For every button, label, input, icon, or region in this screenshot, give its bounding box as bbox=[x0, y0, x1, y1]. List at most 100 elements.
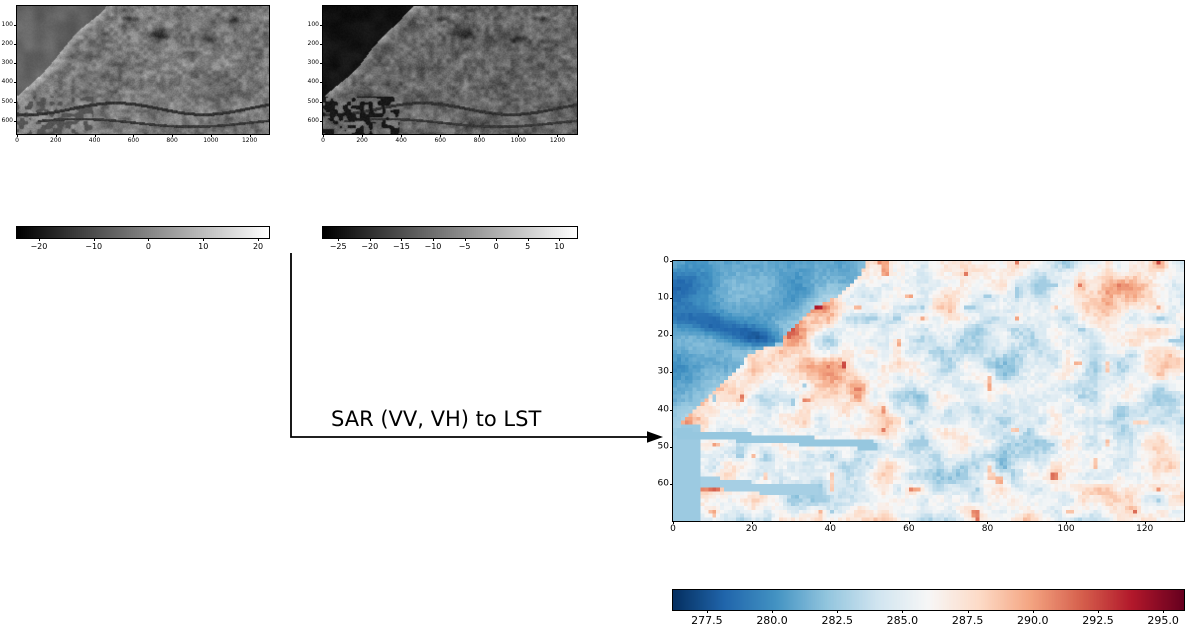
colorbar-tick-mark bbox=[338, 238, 340, 241]
x-tick-mark bbox=[987, 521, 989, 524]
colorbar-tick-label: −20 bbox=[361, 242, 379, 251]
x-tick-label: 80 bbox=[981, 524, 994, 534]
y-tick-mark bbox=[14, 82, 17, 84]
y-tick-label: 100 bbox=[307, 21, 319, 29]
colorbar-tick-label: −20 bbox=[30, 242, 48, 251]
x-tick-label: 400 bbox=[395, 137, 407, 144]
y-tick-mark bbox=[14, 44, 17, 46]
colorbar-tick-mark bbox=[837, 610, 839, 613]
y-tick-mark bbox=[320, 44, 323, 46]
x-tick-mark bbox=[440, 134, 442, 137]
y-tick-label: 20 bbox=[657, 329, 669, 340]
colorbar-tick-mark bbox=[1032, 610, 1034, 613]
colorbar-tick-label: 5 bbox=[525, 242, 531, 251]
x-tick-label: 0 bbox=[670, 524, 676, 534]
colorbar-tick-mark bbox=[258, 238, 260, 241]
x-tick-mark bbox=[830, 521, 832, 524]
y-tick-label: 400 bbox=[1, 78, 13, 86]
colorbar-tick-label: −25 bbox=[329, 242, 347, 251]
x-tick-mark bbox=[210, 134, 212, 137]
colorbar-tick-mark bbox=[527, 238, 529, 241]
x-tick-label: 1200 bbox=[549, 137, 566, 144]
y-tick-label: 100 bbox=[1, 21, 13, 29]
y-tick-mark bbox=[320, 25, 323, 27]
colorbar-tick-mark bbox=[203, 238, 205, 241]
colorbar-tick-mark bbox=[772, 610, 774, 613]
x-tick-label: 600 bbox=[127, 137, 140, 144]
y-tick-label: 30 bbox=[657, 366, 669, 377]
x-tick-label: 0 bbox=[321, 137, 325, 144]
y-tick-label: 60 bbox=[657, 478, 669, 489]
y-tick-label: 500 bbox=[307, 97, 319, 105]
x-tick-mark bbox=[249, 134, 251, 137]
y-tick-mark bbox=[14, 101, 17, 103]
colorbar-tick-mark bbox=[38, 238, 40, 241]
colorbar-tick-label: 292.5 bbox=[1082, 614, 1114, 627]
y-tick-mark bbox=[320, 101, 323, 103]
lst-prediction-image bbox=[673, 261, 1184, 521]
y-tick-mark bbox=[320, 120, 323, 122]
colorbar-tick-mark bbox=[401, 238, 403, 241]
colorbar-tick-label: 287.5 bbox=[951, 614, 984, 627]
sar-vh-image bbox=[323, 6, 577, 134]
colorbar-tick-mark bbox=[1163, 610, 1165, 613]
x-tick-label: 40 bbox=[824, 524, 836, 534]
colorbar-tick-mark bbox=[967, 610, 969, 613]
colorbar-tick-label: 295.0 bbox=[1147, 614, 1179, 627]
y-tick-label: 400 bbox=[307, 78, 319, 86]
y-tick-label: 0 bbox=[663, 255, 669, 266]
colorbar-tick-label: 280.0 bbox=[756, 614, 788, 627]
colorbar-tick-mark bbox=[1097, 610, 1099, 613]
x-tick-mark bbox=[479, 134, 481, 137]
sar-vh-plot: 100 200 300 400 500 600 0 200 400 600 800 1000 1200 bbox=[308, 5, 578, 144]
colorbar-tick-label: 0 bbox=[493, 242, 499, 251]
colorbar-tick-label: −10 bbox=[85, 242, 103, 251]
y-tick-label: 500 bbox=[1, 97, 13, 105]
colorbar-tick-label: 282.5 bbox=[821, 614, 854, 627]
y-tick-mark bbox=[670, 372, 673, 374]
x-tick-mark bbox=[362, 134, 364, 137]
colorbar-tick-label: −5 bbox=[458, 242, 471, 251]
x-tick-label: 400 bbox=[88, 137, 101, 144]
colorbar-tick-label: 290.0 bbox=[1017, 614, 1049, 627]
x-tick-mark bbox=[323, 134, 324, 137]
x-tick-label: 100 bbox=[1057, 524, 1075, 534]
x-tick-label: 200 bbox=[50, 137, 62, 144]
x-tick-mark bbox=[172, 134, 174, 137]
y-tick-mark bbox=[670, 261, 673, 262]
colorbar-tick-label: −10 bbox=[424, 242, 442, 251]
x-tick-mark bbox=[1144, 521, 1146, 524]
x-tick-mark bbox=[518, 134, 520, 137]
x-tick-label: 1000 bbox=[203, 137, 219, 144]
y-tick-label: 600 bbox=[1, 116, 13, 124]
colorbar-tick-mark bbox=[706, 610, 708, 613]
colorbar-tick-label: −15 bbox=[392, 242, 410, 251]
y-tick-label: 10 bbox=[657, 292, 669, 303]
arrow-label: SAR (VV, VH) to LST bbox=[331, 407, 542, 431]
x-tick-label: 600 bbox=[434, 137, 446, 144]
colorbar-tick-mark bbox=[464, 238, 466, 241]
lst-colorbar: 277.5 280.0 282.5 285.0 287.5 290.0 292.5 295.0 bbox=[672, 589, 1185, 626]
x-tick-mark bbox=[673, 521, 674, 524]
sar-vv-plot: 100 200 300 400 500 600 0 200 400 600 800 1000 1200 bbox=[2, 5, 270, 144]
y-tick-label: 300 bbox=[307, 59, 319, 67]
y-tick-label: 50 bbox=[657, 441, 669, 452]
x-tick-mark bbox=[17, 134, 18, 137]
x-tick-mark bbox=[908, 521, 910, 524]
lst-prediction-plot: 0 10 20 30 40 50 60 0 20 40 60 80 100 120 bbox=[658, 256, 1185, 534]
y-tick-mark bbox=[670, 298, 673, 300]
y-tick-label: 40 bbox=[657, 404, 669, 415]
y-tick-mark bbox=[320, 63, 323, 65]
colorbar-tick-mark bbox=[902, 610, 904, 613]
x-tick-label: 20 bbox=[745, 524, 758, 534]
y-tick-mark bbox=[14, 25, 17, 27]
colorbar-tick-mark bbox=[559, 238, 561, 241]
y-tick-label: 300 bbox=[1, 59, 13, 67]
x-tick-label: 800 bbox=[166, 137, 178, 144]
x-tick-label: 1200 bbox=[241, 137, 258, 144]
sar-vv-colorbar: −20 −10 0 10 20 bbox=[16, 226, 270, 251]
x-tick-mark bbox=[55, 134, 57, 137]
y-tick-label: 200 bbox=[307, 40, 319, 48]
x-tick-label: 120 bbox=[1136, 524, 1154, 534]
